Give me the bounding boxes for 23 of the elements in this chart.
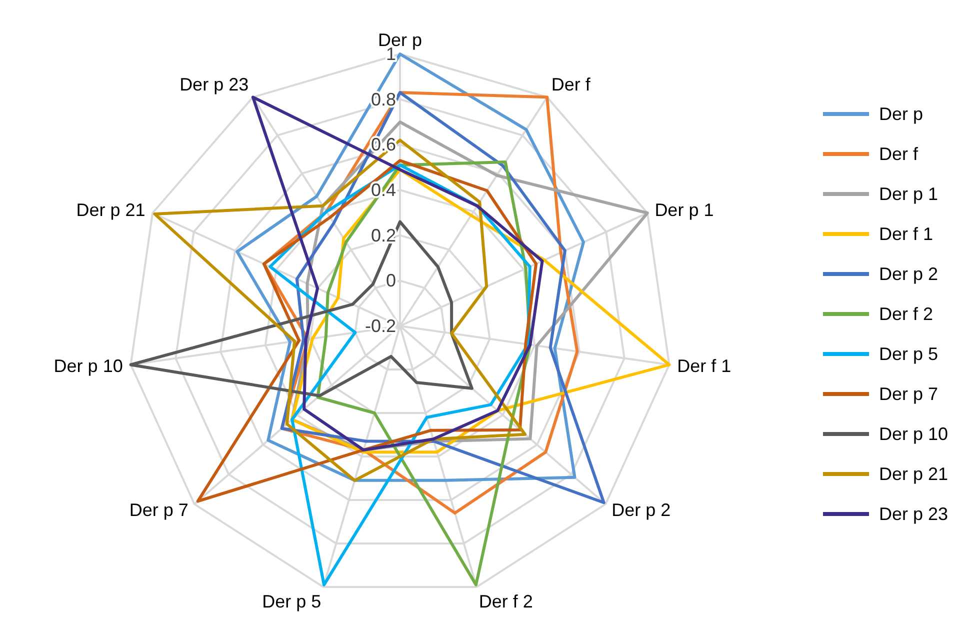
spoke-label: Der p 7 <box>129 500 188 520</box>
spoke-label: Der p 23 <box>180 74 249 94</box>
legend-label: Der p 5 <box>878 344 938 364</box>
spoke-label: Der p 21 <box>76 200 146 220</box>
legend-label: Der p 2 <box>878 264 938 284</box>
spoke-label: Der p 10 <box>54 356 123 376</box>
spoke-label: Der f 1 <box>677 356 732 376</box>
spoke-label: Der f 2 <box>478 591 533 612</box>
legend-label: Der p 21 <box>878 464 948 484</box>
spoke-label: Der p 5 <box>262 591 322 612</box>
legend-label: Der p 10 <box>878 424 948 444</box>
legend-label: Der f 2 <box>878 304 933 324</box>
legend-label: Der p 7 <box>878 384 938 404</box>
spoke-label: Der p 2 <box>612 500 671 520</box>
legend-label: Der p 23 <box>878 504 948 524</box>
y-tick-label: -0.2 <box>364 316 396 336</box>
legend-label: Der p 1 <box>878 184 938 204</box>
legend-label: Der p <box>878 104 923 124</box>
spoke-label: Der p 1 <box>654 200 714 220</box>
legend-label: Der f 1 <box>878 224 933 244</box>
spoke-label: Der f <box>551 74 592 94</box>
y-tick-label: 0 <box>386 270 396 291</box>
legend-label: Der f <box>878 144 918 164</box>
